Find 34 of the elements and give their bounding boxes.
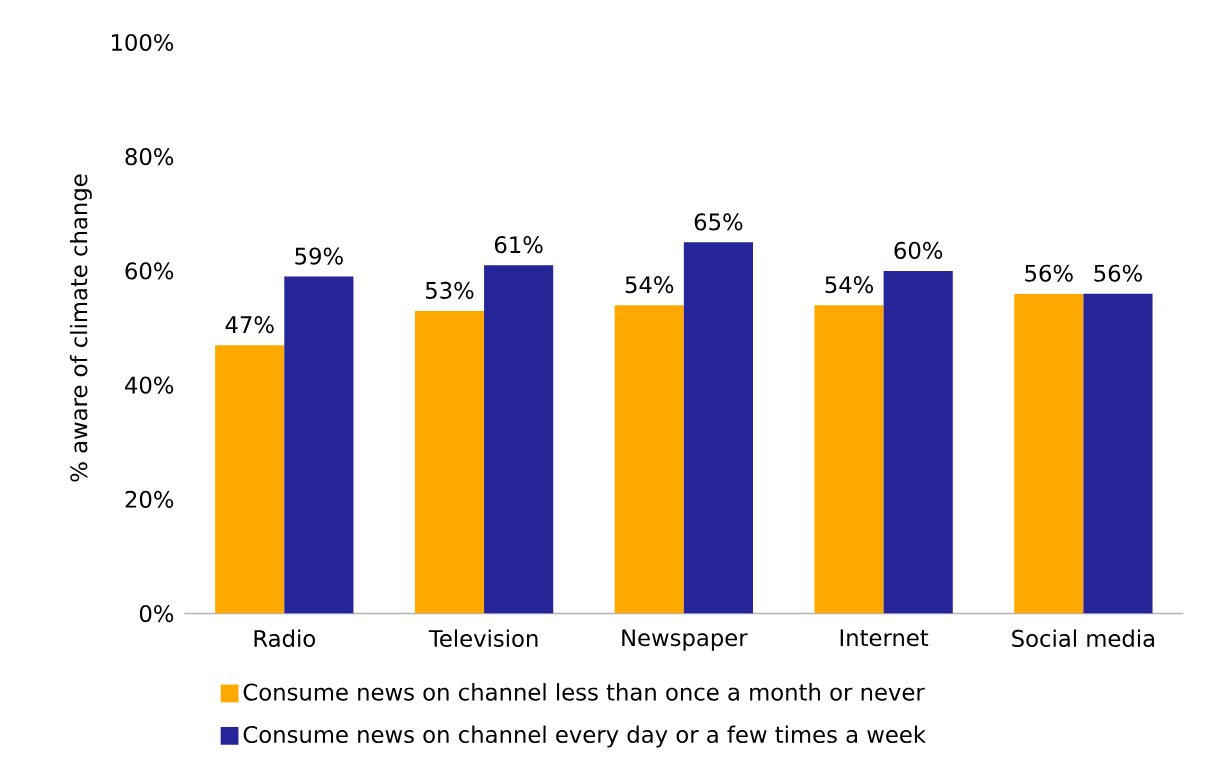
bar (1014, 293, 1084, 614)
bar (414, 311, 485, 614)
legend-label: Consume news on channel every day or a few times a week (243, 725, 926, 748)
data-label: 61% (494, 236, 543, 254)
x-tick-label: Social media (1012, 629, 1155, 648)
data-label: 59% (295, 247, 343, 265)
bar (883, 271, 953, 614)
x-tick-label: Radio (254, 629, 315, 648)
bar (814, 305, 884, 614)
data-label: 47% (225, 316, 274, 334)
bar (284, 276, 354, 614)
bar (215, 345, 285, 614)
data-label: 60% (894, 242, 943, 260)
x-tick-label: Internet (840, 629, 929, 647)
y-tick-label: 100% (111, 34, 174, 52)
y-tick-label: 60% (125, 262, 174, 280)
x-tick-label: Television (428, 629, 538, 648)
legend-label: Consume news on channel less than once a month or never (243, 683, 925, 701)
y-tick-label: 80% (125, 148, 174, 166)
data-label: 54% (625, 276, 674, 294)
data-label: 53% (425, 282, 474, 300)
y-tick-label: 20% (125, 490, 174, 509)
data-label: 54% (825, 276, 874, 294)
y-tick-label: 0% (139, 605, 174, 623)
data-label: 65% (694, 213, 743, 231)
x-tick-label: Newspaper (622, 629, 748, 651)
data-label: 56% (1094, 264, 1142, 283)
bar (484, 265, 554, 614)
data-label: 56% (1025, 264, 1073, 283)
bar (683, 242, 753, 614)
bar (614, 305, 684, 614)
y-tick-label: 40% (125, 376, 174, 394)
y-axis-title: % aware of climate change (69, 174, 92, 482)
bar (1083, 293, 1153, 614)
